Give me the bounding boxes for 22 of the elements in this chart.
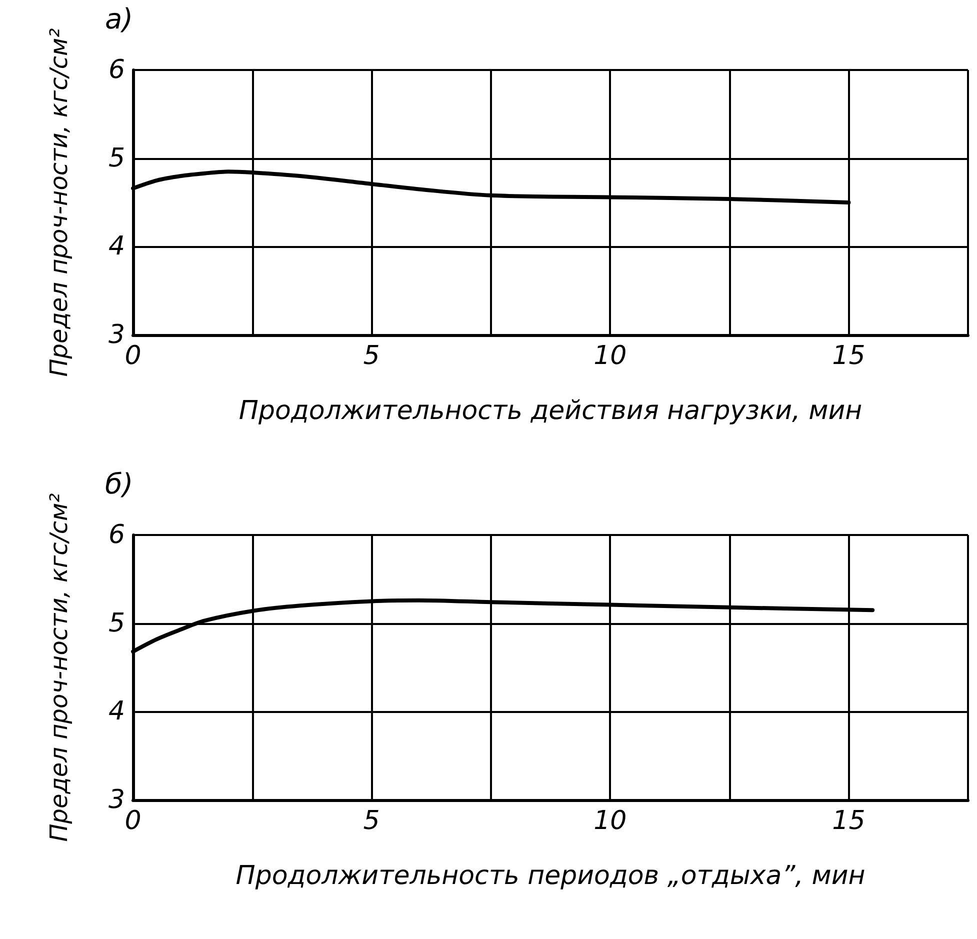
y-axis-title: Предел проч-ности, кгс/см² (45, 492, 73, 842)
y-axis-title: Предел проч-ности, кгс/см² (45, 28, 73, 377)
y-tick-label: 3 (108, 320, 125, 350)
x-tick-label: 10 (594, 341, 627, 371)
y-tick-label: 4 (108, 232, 125, 262)
x-axis-title: Продолжительность действия нагрузки, мин (238, 396, 862, 426)
y-tick-label: 5 (108, 608, 125, 638)
x-tick-label: 15 (832, 806, 866, 836)
chart-title: а) (105, 2, 134, 36)
x-tick-label: 0 (124, 806, 142, 836)
x-tick-label: 5 (363, 806, 380, 836)
y-tick-label: 5 (108, 143, 125, 174)
y-tick-label: 6 (108, 55, 125, 85)
chart-title: б) (105, 468, 134, 500)
x-tick-label: 15 (832, 341, 866, 371)
y-tick-label: 3 (108, 785, 125, 815)
x-tick-label: 10 (594, 806, 627, 836)
x-tick-label: 0 (124, 341, 142, 371)
x-tick-label: 5 (363, 341, 380, 371)
y-tick-label: 4 (108, 696, 125, 727)
x-axis-title: Продолжительность периодов „отдыха”, мин (236, 861, 866, 891)
y-tick-label: 6 (108, 520, 125, 550)
